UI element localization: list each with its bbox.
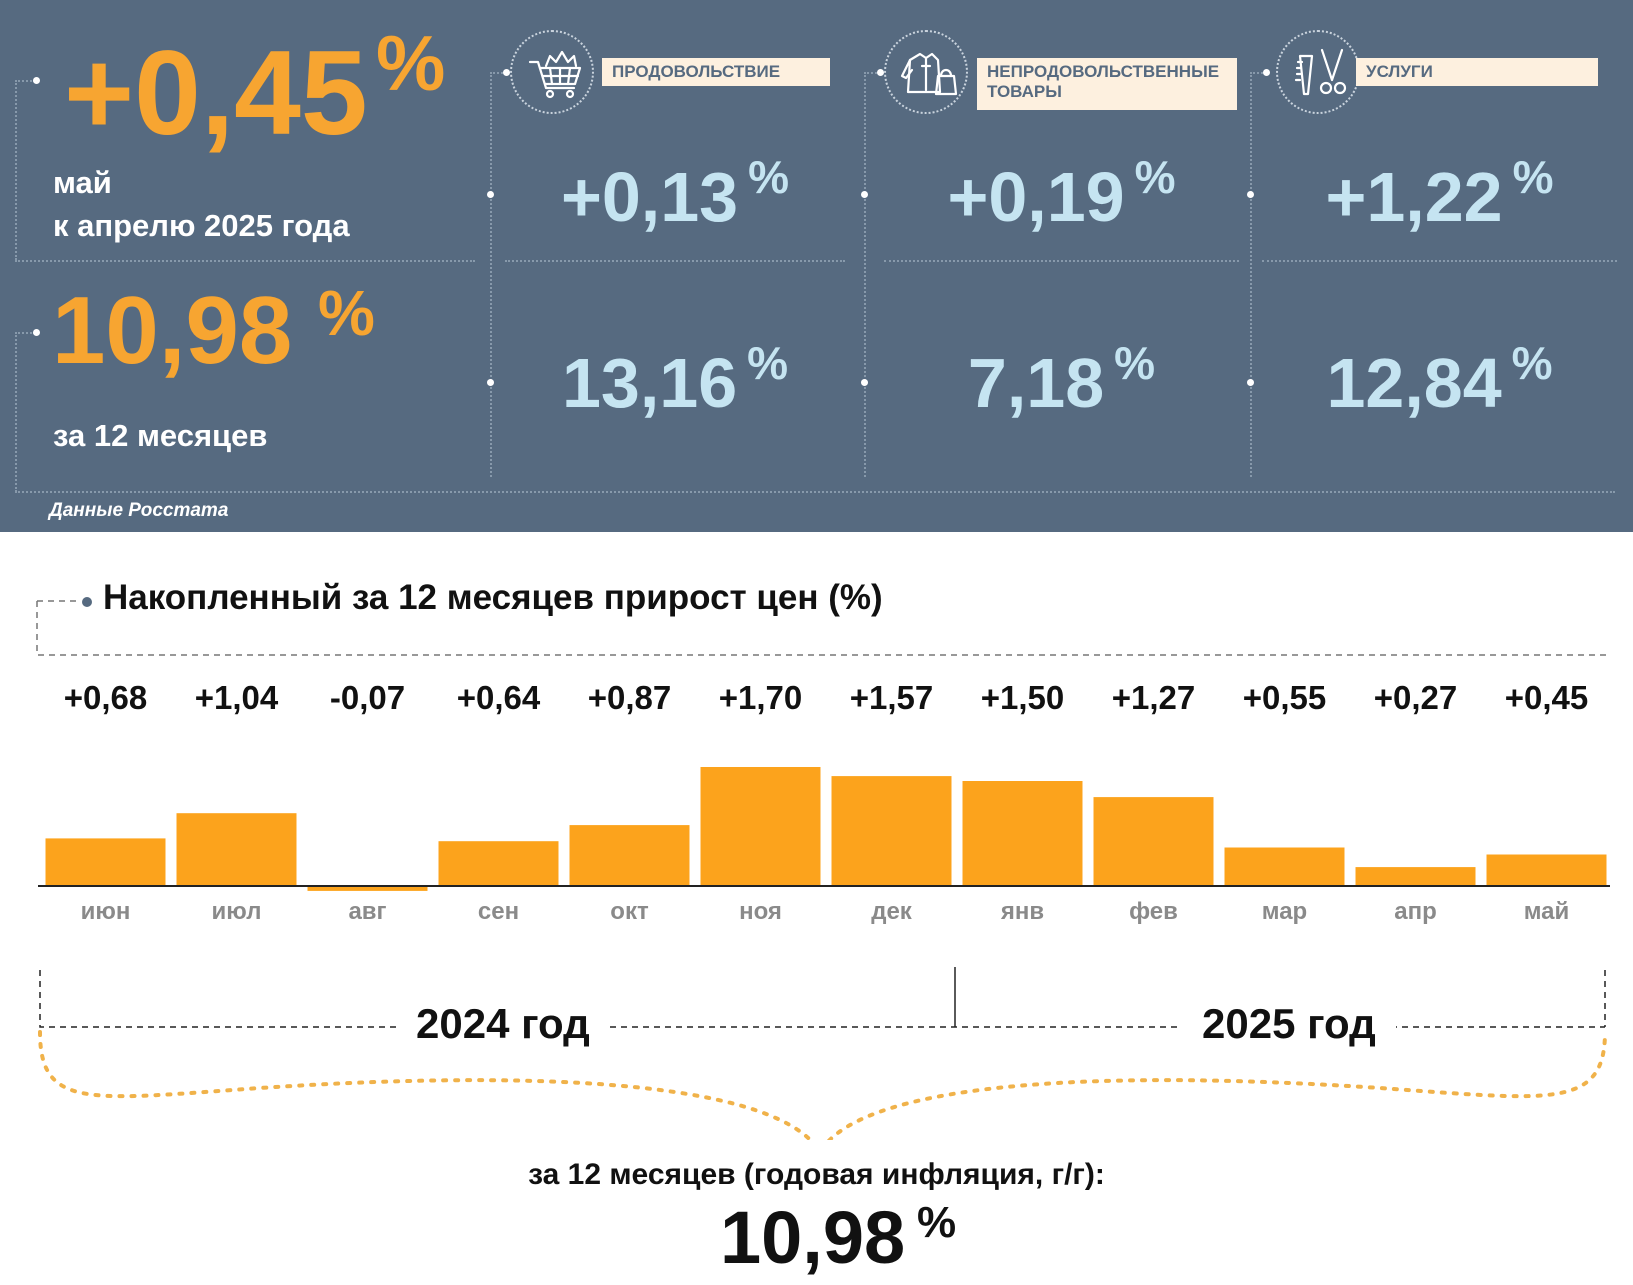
month-label: янв [1000,898,1044,925]
year-bracket-line [39,970,1606,1028]
curly-brace [38,1030,1607,1140]
category-label-nonfood-line2: ТОВАРЫ [987,82,1062,101]
annual-inflation-caption: за 12 месяцев (годовая инфляция, г/г): [528,1158,1105,1191]
services-annual-value: 12,84% [1326,337,1553,422]
bar-апр [1355,867,1476,886]
connector-dot [861,379,868,386]
bar-ноя [700,767,821,886]
month-label: ноя [739,898,782,925]
annual-inflation-pct: % [917,1198,957,1247]
chart-title: Накопленный за 12 месяцев прирост цен (%… [103,578,883,617]
month-label: авг [348,898,386,925]
nonfood-annual-value: 7,18% [967,337,1156,422]
monthly-caption-line2: к апрелю 2025 года [53,208,350,243]
food-monthly-value: +0,13% [560,151,790,236]
bar-сен [438,841,559,886]
connector-line [15,80,17,260]
connector-dot [877,69,884,76]
month-label: апр [1394,898,1437,925]
bar-дек [831,776,952,886]
value-label: +1,50 [981,679,1065,716]
connector-dot [503,69,510,76]
value-label: +0,27 [1374,679,1458,716]
value-label: -0,07 [330,679,405,716]
bar-июл [176,813,297,886]
connector-dot [33,329,40,336]
month-label: июн [81,898,131,925]
month-label: май [1524,898,1570,925]
summary-panel: +0,45 % май к апрелю 2025 года 10,98 % з… [0,0,1633,532]
annual-caption: за 12 месяцев [53,418,268,453]
year-brackets [39,967,1606,1028]
connector-dot [1247,379,1254,386]
connector-line [15,332,35,334]
divider-line [884,260,1239,262]
divider-line [15,491,1615,493]
value-label: +0,55 [1243,679,1327,716]
value-label: +1,27 [1112,679,1196,716]
value-label: +0,68 [64,679,148,716]
year-label-2024: 2024 год [396,1000,610,1048]
title-bullet [82,597,92,607]
bar-авг [307,886,428,891]
divider-line [15,260,475,262]
value-label: +0,45 [1505,679,1589,716]
monthly-pct: % [376,19,446,107]
source-note: Данные Росстата [49,500,229,521]
monthly-caption-line1: май [53,165,112,200]
shopping-cart-icon [510,30,594,114]
connector-dot [1247,191,1254,198]
title-bracket-line [36,601,1610,656]
annual-pct: % [318,277,375,349]
category-label-services: УСЛУГИ [1356,58,1598,86]
month-label: фев [1129,898,1178,925]
connector-line [1250,72,1266,74]
connector-dot [487,379,494,386]
value-label: +0,87 [588,679,672,716]
value-label: +1,70 [719,679,803,716]
month-label: окт [610,898,649,925]
category-label-nonfood-line1: НЕПРОДОВОЛЬСТВЕННЫЕ [987,62,1220,81]
connector-dot [861,191,868,198]
month-label: дек [871,898,913,925]
connector-line [864,72,880,74]
annual-inflation-value: 10,98 [720,1196,906,1279]
category-label-food: ПРОДОВОЛЬСТВИЕ [602,58,830,86]
month-label: июл [212,898,262,925]
column-divider [864,72,866,477]
food-annual-value: 13,16% [561,337,789,422]
clothing-icon [884,30,968,114]
column-divider [490,72,492,477]
category-label-nonfood: НЕПРОДОВОЛЬСТВЕННЫЕ ТОВАРЫ [977,58,1237,110]
bar-май [1486,854,1607,886]
connector-dot [1263,69,1270,76]
bar-янв [962,781,1083,886]
connector-dot [33,77,40,84]
bar-июн [45,838,166,886]
connector-line [15,332,17,492]
annual-value: 10,98 [52,277,293,384]
value-label: +1,04 [195,679,279,716]
value-label: +0,64 [457,679,541,716]
month-label: сен [478,898,519,925]
services-monthly-value: +1,22% [1325,151,1554,236]
month-label: мар [1262,898,1307,925]
comb-scissors-icon [1276,30,1360,114]
connector-line [490,72,506,74]
divider-line [1262,260,1617,262]
bar-окт [569,825,690,886]
value-label: +1,57 [850,679,934,716]
connector-dot [487,191,494,198]
monthly-value: +0,45 [64,26,368,160]
divider-line [505,260,845,262]
bar-chart: +0,68 июн +1,04 июл -0,07 авг +0,64 сен +0,87 окт… [36,597,1610,1140]
column-divider [1250,72,1252,477]
nonfood-monthly-value: +0,19% [947,151,1176,236]
bar-мар [1224,847,1345,886]
connector-line [15,80,35,82]
bar-фев [1093,797,1214,886]
year-label-2025: 2025 год [1182,1000,1396,1048]
